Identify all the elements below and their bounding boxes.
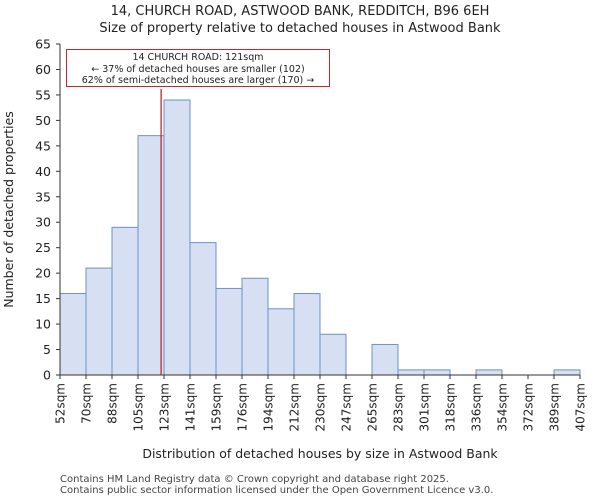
footer-licence: Contains public sector information licen… [60, 485, 494, 496]
bar-105sqm [137, 135, 165, 376]
x-tick-label: 212sqm [288, 383, 302, 431]
x-tick-label: 336sqm [470, 383, 484, 431]
y-tick-label: 5 [43, 342, 51, 357]
bar-159sqm [215, 287, 243, 376]
bar-265sqm [371, 343, 399, 376]
y-tick-label: 20 [35, 266, 51, 281]
y-tick-label: 40 [35, 164, 51, 179]
bar-52sqm [59, 293, 87, 376]
y-tick-label: 50 [35, 113, 51, 128]
x-tick-label: 230sqm [314, 383, 328, 431]
x-tick-label: 407sqm [574, 383, 588, 431]
bar-336sqm [475, 369, 503, 376]
x-tick-label: 88sqm [106, 383, 120, 424]
x-tick-label: 354sqm [496, 383, 510, 431]
annotation-line-3: 62% of semi-detached houses are larger (… [81, 75, 315, 86]
annotation-box: 14 CHURCH ROAD: 121sqm ← 37% of detached… [66, 49, 330, 87]
chart-title: 14, CHURCH ROAD, ASTWOOD BANK, REDDITCH,… [110, 4, 490, 19]
bar-194sqm [267, 308, 295, 376]
x-tick-label: 247sqm [340, 383, 354, 431]
footer-copyright: Contains HM Land Registry data © Crown c… [60, 474, 449, 485]
bar-212sqm [293, 293, 321, 376]
x-tick-label: 52sqm [54, 383, 68, 424]
x-tick-label: 159sqm [210, 383, 224, 431]
y-tick-label: 25 [35, 240, 51, 255]
y-tick-label: 30 [35, 215, 51, 230]
x-tick-label: 105sqm [132, 383, 146, 431]
x-tick-label: 70sqm [80, 383, 94, 424]
y-tick-label: 65 [35, 37, 51, 52]
x-tick-label: 123sqm [158, 383, 172, 431]
y-tick-label: 45 [35, 138, 51, 153]
bar-176sqm [241, 277, 269, 376]
x-tick-label: 141sqm [184, 383, 198, 431]
bar-301sqm [423, 369, 451, 376]
bar-389sqm [553, 369, 581, 376]
chart-subtitle: Size of property relative to detached ho… [99, 21, 501, 36]
y-tick-label: 0 [43, 368, 51, 383]
y-tick-label: 60 [35, 62, 51, 77]
x-tick-label: 265sqm [366, 383, 380, 431]
x-axis-label: Distribution of detached houses by size … [142, 446, 498, 461]
y-tick-label: 55 [35, 87, 51, 102]
x-tick-label: 283sqm [392, 383, 406, 431]
annotation-line-2: ← 37% of detached houses are smaller (10… [91, 63, 305, 75]
x-tick-label: 194sqm [262, 383, 276, 431]
y-axis-label: Number of detached properties [1, 111, 16, 308]
bar-88sqm [111, 226, 139, 376]
annotation-line-1: 14 CHURCH ROAD: 121sqm [132, 52, 264, 63]
bar-230sqm [319, 333, 347, 376]
x-tick-label: 301sqm [418, 383, 432, 431]
x-tick-label: 318sqm [444, 383, 458, 431]
x-tick-label: 176sqm [236, 383, 250, 431]
x-tick-label: 372sqm [522, 383, 536, 431]
bar-123sqm [163, 99, 191, 376]
y-tick-label: 35 [35, 189, 51, 204]
y-tick-label: 15 [35, 291, 51, 306]
y-tick-label: 10 [35, 317, 51, 332]
x-tick-label: 389sqm [548, 383, 562, 431]
bar-141sqm [189, 242, 217, 376]
bar-70sqm [85, 267, 113, 376]
bar-283sqm [397, 369, 425, 376]
